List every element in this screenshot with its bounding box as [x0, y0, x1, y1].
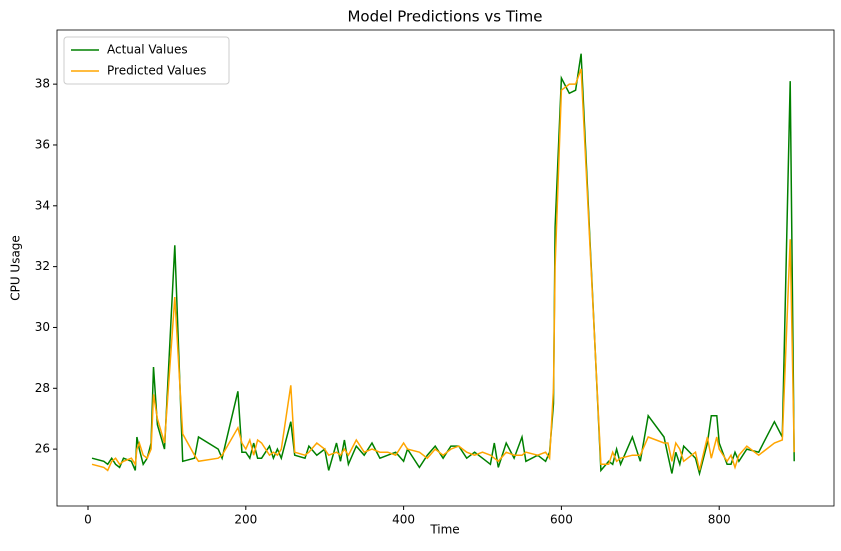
y-tick-label: 28: [35, 381, 50, 395]
legend-box: [63, 36, 230, 85]
x-tick-label: 200: [234, 513, 257, 527]
x-axis-label: Time: [429, 523, 459, 537]
legend-label: Predicted Values: [107, 64, 206, 78]
y-tick-label: 32: [35, 259, 50, 273]
y-tick-label: 26: [35, 442, 50, 456]
x-tick-label: 600: [550, 513, 573, 527]
plot-frame: [56, 29, 835, 507]
y-tick-label: 36: [35, 137, 50, 151]
y-tick-label: 38: [35, 77, 50, 91]
data-line: [91, 68, 795, 472]
y-axis-label: CPU Usage: [9, 235, 23, 301]
x-tick-label: 400: [392, 513, 415, 527]
chart-title: Model Predictions vs Time: [347, 8, 542, 26]
y-tick-label: 30: [35, 320, 50, 334]
x-tick-label: 0: [84, 513, 92, 527]
x-tick-label: 800: [708, 513, 731, 527]
data-line: [91, 53, 795, 477]
legend-label: Actual Values: [107, 43, 188, 57]
y-tick-label: 34: [35, 198, 50, 212]
